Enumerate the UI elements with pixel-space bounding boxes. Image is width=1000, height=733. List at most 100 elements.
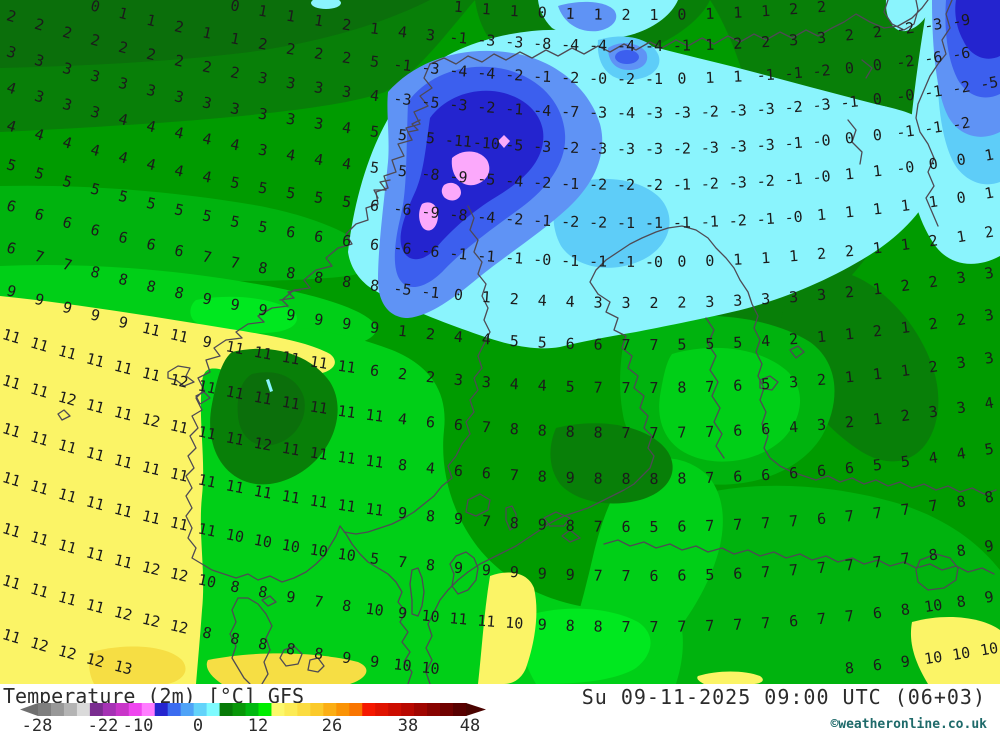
- temp-value: 8: [983, 488, 995, 507]
- temp-value: 11: [28, 334, 50, 356]
- temp-value: -1: [505, 249, 524, 268]
- temp-value: 7: [649, 618, 658, 636]
- temp-value: 3: [425, 26, 436, 45]
- temp-value: 11: [112, 451, 134, 473]
- mid-cyan-bothnia: [553, 178, 670, 268]
- temperature-map: 1 1 1 0 1 1 2 1 0 1 1 1 2 2 0 1 1 1 2 1 4 3 -1 -3 -3 -8 -4 -4 -4 -4 -1…: [0, 0, 1000, 684]
- temp-value: 6: [593, 335, 602, 353]
- temp-value: 11: [140, 364, 162, 386]
- temp-value: 7: [397, 553, 408, 572]
- temp-value: 8: [649, 470, 658, 488]
- temp-value: 8: [257, 259, 269, 278]
- temp-value: -0: [895, 86, 915, 106]
- temp-value: 11: [0, 419, 23, 442]
- temp-value: 2: [733, 34, 743, 52]
- temp-value: 11: [0, 371, 23, 394]
- temp-value: 8: [844, 659, 855, 678]
- temp-value: 11: [84, 595, 106, 617]
- temp-value: -1: [421, 282, 441, 302]
- temp-value: 2: [229, 63, 241, 82]
- temp-value: 7: [621, 336, 630, 354]
- atlantic-islands: [57, 365, 211, 421]
- temp-value: 11: [252, 343, 273, 364]
- scale-segment: [284, 703, 298, 716]
- temp-value: 3: [89, 67, 102, 87]
- temp-value: 7: [788, 512, 798, 531]
- scale-tick-label: 48: [460, 716, 480, 733]
- gotland-island: [449, 551, 479, 595]
- scale-segment: [180, 703, 195, 716]
- temp-value: 11: [365, 500, 385, 520]
- temp-value: 7: [649, 379, 658, 397]
- scale-segment: [297, 703, 311, 716]
- temp-value: 13: [112, 657, 134, 679]
- temp-value: -1: [449, 244, 469, 264]
- temp-value: 8: [955, 492, 967, 511]
- temp-value: -3: [673, 103, 691, 121]
- temp-value: 7: [761, 614, 771, 633]
- temp-value: 8: [677, 469, 686, 487]
- temp-value: 9: [369, 318, 380, 337]
- temp-value: 2: [425, 325, 436, 344]
- temp-value: 0: [872, 126, 883, 145]
- temp-value: 4: [397, 410, 408, 429]
- pink-cold-diamond: [498, 135, 510, 148]
- temp-value: 4: [565, 293, 575, 311]
- temp-value: 6: [145, 235, 158, 255]
- temp-value: 6: [816, 510, 827, 529]
- temp-value: 1: [705, 36, 715, 54]
- temp-value: 0: [955, 150, 967, 169]
- temp-value: 7: [201, 247, 214, 266]
- temp-value: 11: [28, 428, 50, 450]
- temp-value: -1: [784, 170, 803, 189]
- scale-segment: [336, 703, 350, 716]
- temp-value: 11: [168, 513, 190, 535]
- temp-value: 8: [509, 420, 519, 439]
- temp-value: 7: [788, 561, 798, 580]
- deep-yellow-patch-2: [206, 653, 367, 684]
- temp-value: 5: [649, 518, 658, 536]
- temp-value: -4: [645, 37, 663, 55]
- temp-value: 11: [168, 325, 190, 347]
- temp-value: -2: [951, 77, 972, 98]
- temp-value: 4: [117, 148, 130, 168]
- temp-value: 9: [285, 306, 297, 325]
- temp-value: 5: [705, 566, 715, 584]
- temp-value: 1: [649, 6, 658, 24]
- temp-value: 8: [89, 263, 102, 283]
- temp-value: 11: [84, 543, 106, 565]
- temp-value: 5: [117, 187, 130, 207]
- temp-value: -3: [728, 173, 747, 192]
- scale-segment: [310, 703, 324, 716]
- temp-value: 10: [224, 525, 245, 546]
- temp-value: 0: [928, 154, 940, 173]
- finnish-lakes: [759, 345, 805, 391]
- scale-segment: [63, 703, 78, 716]
- temp-value: 3: [201, 93, 214, 112]
- temp-value: -2: [561, 68, 580, 87]
- temp-value: 3: [816, 29, 827, 48]
- temp-value: 8: [425, 507, 436, 526]
- yellow-baltic-patch: [478, 572, 537, 684]
- map-canvas: 1 1 1 0 1 1 2 1 0 1 1 1 2 20 1 1 1 2 1 4 3 -1 -3 -3 -8 -4 -4 -4 -4 -1…: [0, 0, 1000, 684]
- scale-segment: [128, 703, 143, 716]
- light-green-ocean-band: [0, 185, 374, 282]
- temp-value: 12: [56, 388, 78, 410]
- temp-value: 11: [449, 609, 469, 629]
- temp-value: -0: [812, 131, 832, 151]
- temp-value: 2: [844, 26, 855, 45]
- light-blue-top: [558, 1, 617, 32]
- temp-value: 0: [844, 59, 855, 78]
- temp-value: -2: [728, 211, 747, 230]
- temp-value: -2: [673, 139, 691, 157]
- temp-value: 1: [900, 361, 911, 380]
- temp-value: 9: [481, 561, 491, 580]
- temp-value: 9: [537, 564, 547, 582]
- temp-value: -2: [812, 61, 832, 81]
- coastlines: [57, 0, 997, 684]
- temp-value: 8: [593, 423, 602, 441]
- temp-value: 6: [733, 376, 743, 394]
- temp-value: 3: [955, 268, 967, 287]
- temp-value: 11: [308, 443, 329, 464]
- temp-value: -4: [589, 36, 607, 54]
